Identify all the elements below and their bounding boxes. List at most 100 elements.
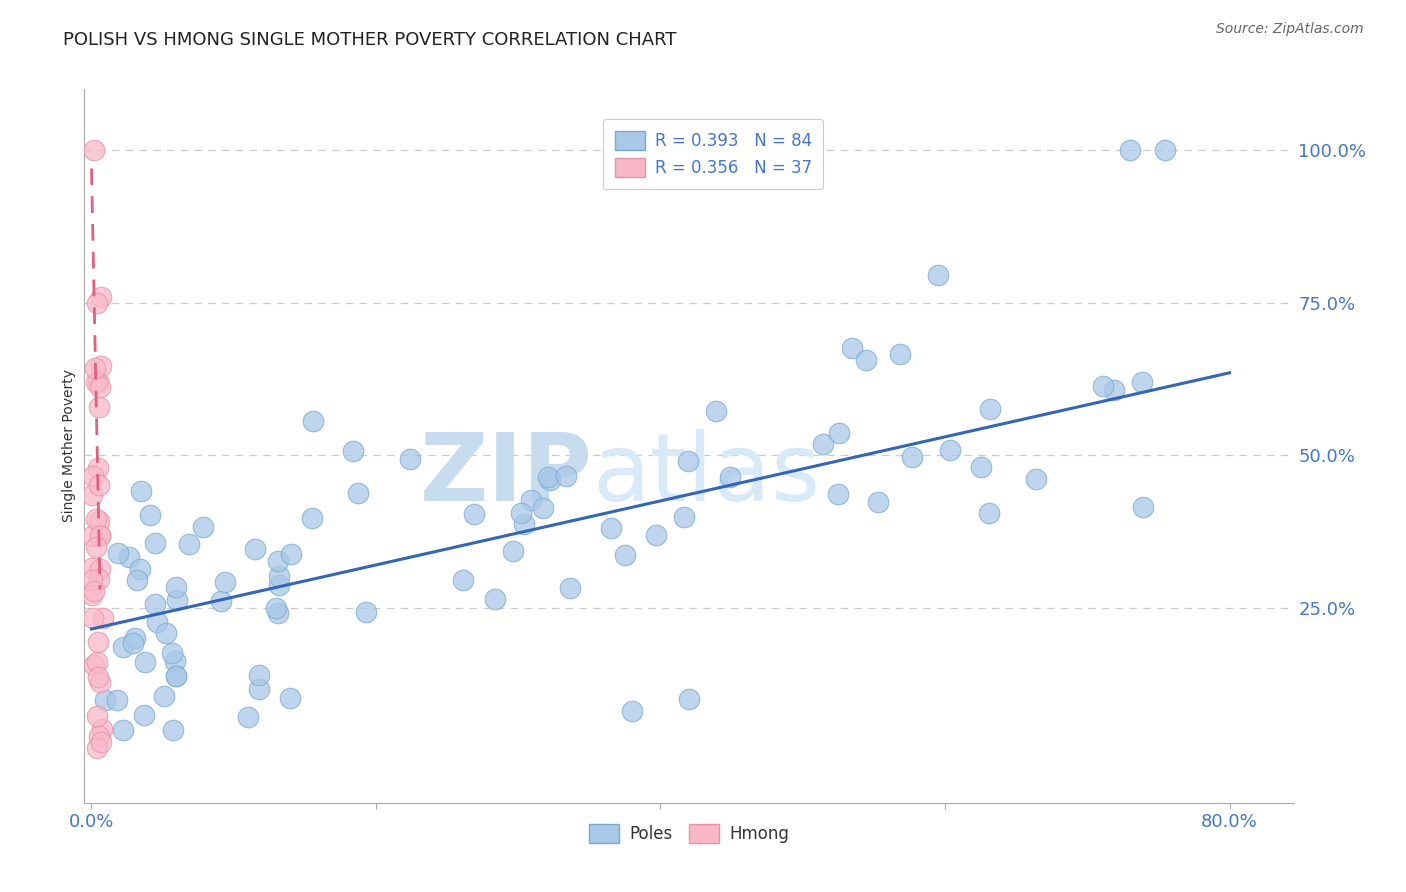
Point (678, 692, 700, 706)
Point (463, 507, 485, 521)
Text: Source: ZipAtlas.com: Source: ZipAtlas.com (1216, 22, 1364, 37)
Point (977, 506, 1000, 520)
Point (162, 723, 184, 737)
Point (89, 562, 111, 576)
Point (86, 295, 108, 310)
Point (267, 606, 290, 620)
Point (520, 492, 543, 507)
Point (122, 636, 145, 650)
Point (855, 353, 877, 368)
Point (356, 605, 378, 619)
Point (301, 510, 323, 524)
Point (87, 729, 110, 743)
Legend: Poles, Hmong: Poles, Hmong (581, 815, 797, 852)
Point (866, 495, 889, 509)
Point (280, 547, 302, 561)
Y-axis label: Single Mother Poverty: Single Mother Poverty (62, 369, 76, 523)
Point (451, 573, 474, 587)
Point (84, 540, 107, 554)
Point (132, 708, 155, 723)
Point (600, 521, 623, 535)
Point (86, 655, 108, 669)
Point (165, 669, 187, 683)
Point (89, 380, 111, 394)
Point (1132, 500, 1154, 514)
Text: ZIP: ZIP (419, 428, 592, 521)
Point (165, 669, 187, 683)
Point (531, 500, 554, 515)
Point (267, 569, 290, 583)
Point (84, 361, 107, 376)
Point (127, 573, 149, 587)
Point (86, 670, 108, 684)
Point (249, 667, 271, 681)
Point (502, 544, 524, 558)
Point (673, 510, 696, 524)
Point (105, 693, 128, 707)
Point (94, 693, 117, 707)
Point (111, 723, 134, 737)
Point (129, 562, 152, 576)
Point (1119, 143, 1142, 157)
Point (80, 561, 103, 575)
Point (86, 511, 108, 525)
Point (264, 600, 287, 615)
Point (82, 610, 104, 624)
Point (558, 582, 581, 596)
Point (179, 537, 201, 551)
Point (155, 625, 177, 640)
Point (89, 400, 111, 414)
Point (152, 689, 174, 703)
Text: POLISH VS HMONG SINGLE MOTHER POVERTY CORRELATION CHART: POLISH VS HMONG SINGLE MOTHER POVERTY CO… (63, 31, 676, 49)
Point (143, 597, 166, 611)
Point (89, 528, 111, 542)
Point (80, 573, 103, 587)
Point (129, 483, 152, 498)
Point (828, 425, 851, 440)
Point (555, 468, 578, 483)
Point (621, 704, 644, 718)
Point (969, 460, 991, 475)
Point (927, 268, 949, 283)
Point (510, 506, 533, 520)
Point (267, 554, 290, 568)
Point (302, 414, 325, 428)
Point (86, 709, 108, 723)
Point (236, 710, 259, 724)
Point (214, 574, 236, 589)
Point (143, 535, 166, 549)
Point (146, 615, 169, 629)
Point (269, 577, 291, 591)
Point (160, 646, 183, 660)
Point (82, 528, 104, 542)
Point (165, 654, 187, 668)
Text: atlas: atlas (592, 428, 821, 521)
Point (80, 588, 103, 602)
Point (513, 517, 536, 532)
Point (889, 347, 911, 361)
Point (342, 443, 364, 458)
Point (1154, 143, 1177, 157)
Point (83, 657, 105, 672)
Point (813, 437, 835, 451)
Point (87, 514, 110, 528)
Point (89, 674, 111, 689)
Point (676, 454, 699, 468)
Point (80, 488, 103, 502)
Point (247, 682, 270, 697)
Point (107, 546, 129, 560)
Point (87, 634, 110, 648)
Point (89, 529, 111, 543)
Point (86, 740, 108, 755)
Point (87, 376, 110, 390)
Point (166, 592, 188, 607)
Point (87, 460, 110, 475)
Point (87, 477, 110, 491)
Point (346, 486, 368, 500)
Point (1025, 472, 1047, 486)
Point (399, 452, 422, 467)
Point (1102, 383, 1125, 397)
Point (90, 289, 112, 303)
Point (83, 584, 105, 599)
Point (614, 548, 637, 562)
